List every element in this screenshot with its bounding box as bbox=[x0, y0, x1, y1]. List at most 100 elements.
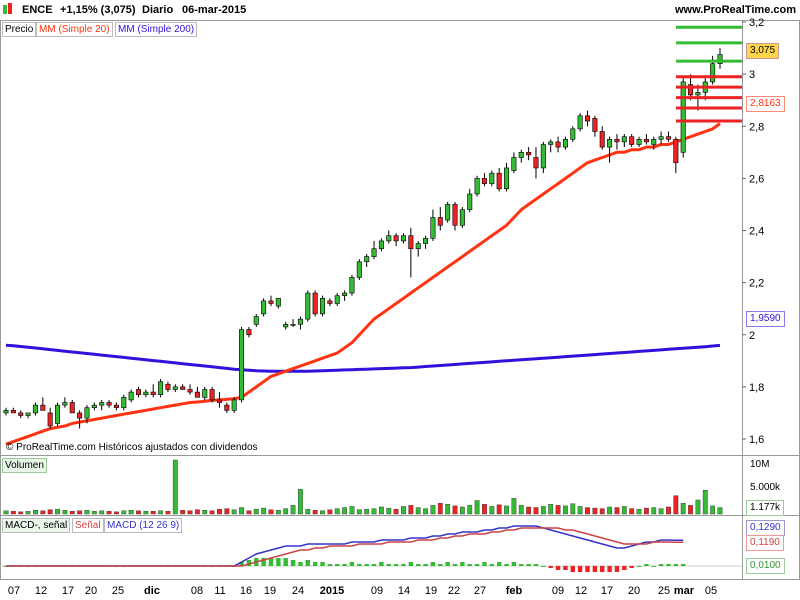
volume-bar bbox=[658, 508, 664, 515]
ma200-legend[interactable]: MM (Simple 200) bbox=[115, 22, 198, 37]
candle-body bbox=[430, 217, 436, 239]
macd-hist-bar bbox=[548, 566, 553, 568]
volume-bar bbox=[555, 505, 561, 515]
candle-body bbox=[555, 141, 561, 148]
volume-bar bbox=[621, 506, 627, 515]
volume-bar bbox=[187, 510, 193, 515]
signal-legend[interactable]: Señal bbox=[72, 518, 104, 533]
x-tick-label: 25 bbox=[658, 585, 670, 597]
candle-body bbox=[239, 329, 245, 401]
candle-body bbox=[320, 297, 326, 315]
x-tick-label: dic bbox=[144, 585, 160, 597]
volume-bar bbox=[202, 510, 208, 515]
x-tick-label: 25 bbox=[112, 585, 124, 597]
macd-legend[interactable]: MACD (12 26 9) bbox=[104, 518, 183, 533]
volume-bar bbox=[150, 511, 156, 515]
volume-bar bbox=[305, 508, 311, 515]
header-bar: ENCE +1,15% (3,075) Diario 06-mar-2015 w… bbox=[0, 0, 800, 20]
macd-hist-bar bbox=[644, 564, 649, 566]
macd-hist-bar bbox=[393, 564, 399, 566]
macd-hist-legend[interactable]: MACD-, señal bbox=[2, 518, 71, 533]
volume-bar bbox=[548, 504, 554, 515]
candle-body bbox=[548, 141, 554, 145]
y-tick-label: 2 bbox=[749, 330, 755, 342]
volume-last-tag: 1.177k bbox=[746, 500, 785, 516]
volume-axis-top: 10M bbox=[750, 459, 770, 470]
candle-body bbox=[342, 292, 348, 296]
macd-hist-bar bbox=[629, 566, 634, 568]
candle-body bbox=[496, 172, 502, 190]
candle-body bbox=[695, 92, 701, 96]
volume-bar bbox=[217, 508, 222, 515]
ma20-legend[interactable]: MM (Simple 20) bbox=[36, 22, 113, 37]
volume-bar bbox=[84, 510, 90, 515]
period-label[interactable]: Diario bbox=[142, 4, 174, 16]
price-pane-label[interactable]: Precio bbox=[2, 22, 37, 37]
watermark: © ProRealTime.com Históricos ajustados c… bbox=[6, 442, 258, 453]
y-tick-label: 3 bbox=[749, 69, 755, 81]
candle-icon-2 bbox=[8, 3, 12, 14]
candle-body bbox=[194, 391, 200, 398]
volume-bar bbox=[69, 511, 75, 515]
volume-bar bbox=[268, 509, 274, 515]
y-tick-label: 1,6 bbox=[749, 434, 764, 446]
candle-body bbox=[150, 391, 156, 395]
volume-bar bbox=[114, 511, 119, 515]
x-tick-label: 11 bbox=[214, 585, 225, 597]
candle-body bbox=[334, 295, 340, 304]
volume-bar bbox=[239, 507, 244, 515]
signal-tag: 0,1190 bbox=[746, 535, 784, 551]
candles-series bbox=[3, 48, 723, 429]
candle-body bbox=[459, 209, 465, 226]
candle-body bbox=[91, 404, 97, 409]
volume-bar bbox=[518, 505, 524, 515]
volume-bar bbox=[18, 511, 24, 515]
volume-bar bbox=[143, 511, 149, 515]
last-price-tag: 3,075 bbox=[746, 43, 780, 59]
volume-bar bbox=[99, 510, 105, 515]
x-tick-label: 24 bbox=[292, 585, 304, 597]
candle-body bbox=[128, 391, 134, 401]
volume-bar bbox=[452, 505, 458, 515]
volume-bar bbox=[666, 506, 671, 515]
x-tick-label: feb bbox=[506, 585, 523, 597]
candle-body bbox=[526, 152, 532, 156]
ma20-tag: 2,8163 bbox=[746, 96, 785, 112]
volume-bar bbox=[717, 507, 723, 515]
volume-bar bbox=[629, 508, 635, 515]
macd-hist-bar bbox=[511, 562, 517, 566]
volume-bar bbox=[180, 510, 186, 515]
candle-body bbox=[69, 402, 75, 414]
candle-body bbox=[688, 84, 694, 96]
macd-hist-bar bbox=[298, 562, 303, 566]
x-tick-label: 09 bbox=[371, 585, 383, 597]
candle-body bbox=[562, 138, 568, 148]
candle-body bbox=[290, 324, 296, 326]
macd-hist-bar bbox=[496, 562, 502, 566]
candle-body bbox=[135, 389, 142, 395]
volume-bar bbox=[25, 511, 31, 515]
volume-bar bbox=[298, 488, 303, 515]
volume-bar bbox=[482, 504, 487, 515]
volume-bar bbox=[423, 508, 428, 515]
candle-body bbox=[356, 261, 362, 278]
volume-bar bbox=[496, 504, 502, 515]
volume-bar bbox=[158, 510, 163, 515]
candle-body bbox=[25, 412, 31, 416]
volume-bar bbox=[680, 503, 686, 515]
volume-pane-label[interactable]: Volumen bbox=[2, 458, 47, 473]
macd-hist-bar bbox=[570, 566, 575, 572]
x-tick-label: 14 bbox=[398, 585, 410, 597]
volume-bar bbox=[474, 500, 480, 515]
candle-body bbox=[268, 300, 274, 304]
candle-body bbox=[312, 292, 318, 315]
macd-hist-bar bbox=[680, 564, 686, 566]
macd-hist-bar bbox=[651, 566, 656, 567]
x-tick-label: 12 bbox=[35, 585, 47, 597]
volume-bar bbox=[10, 511, 16, 515]
candle-body bbox=[423, 238, 429, 244]
candle-body bbox=[437, 217, 443, 226]
volume-bar bbox=[607, 506, 612, 515]
volume-bar bbox=[415, 507, 421, 515]
macd-hist-bar bbox=[379, 562, 384, 566]
